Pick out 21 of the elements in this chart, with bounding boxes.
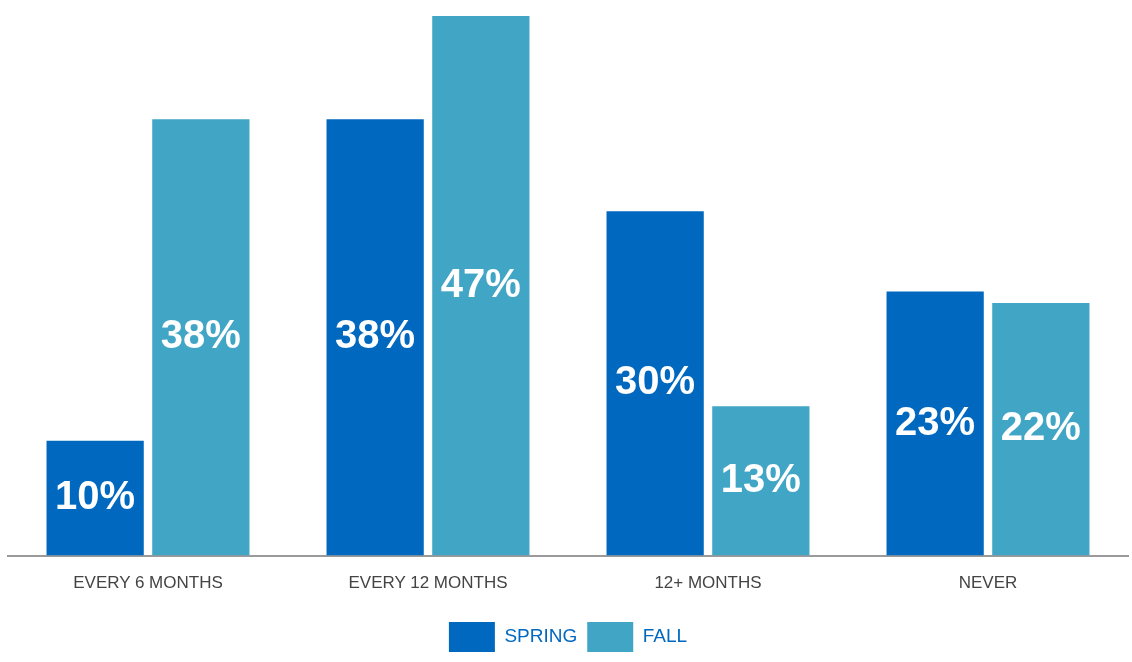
- data-label: 38%: [160, 312, 241, 357]
- data-label: 47%: [440, 260, 521, 305]
- x-tick-label: NEVER: [958, 573, 1018, 593]
- data-label: 38%: [335, 312, 416, 357]
- bar: [886, 291, 984, 556]
- bar: [992, 303, 1090, 556]
- bar: [712, 406, 810, 556]
- legend-label: FALL: [642, 625, 688, 647]
- data-label: 22%: [1000, 404, 1081, 449]
- data-label: 30%: [615, 358, 696, 403]
- x-tick-label: 12+ MONTHS: [654, 573, 762, 593]
- data-label: 10%: [55, 473, 136, 518]
- data-label: 13%: [720, 456, 801, 501]
- bar: [152, 119, 250, 556]
- legend-label: SPRING: [504, 625, 578, 647]
- data-label: 23%: [895, 398, 976, 443]
- x-tick-label: EVERY 6 MONTHS: [73, 573, 223, 593]
- bar: [432, 16, 530, 556]
- bar: [606, 211, 704, 556]
- bar: [326, 119, 424, 556]
- x-tick-label: EVERY 12 MONTHS: [348, 573, 508, 593]
